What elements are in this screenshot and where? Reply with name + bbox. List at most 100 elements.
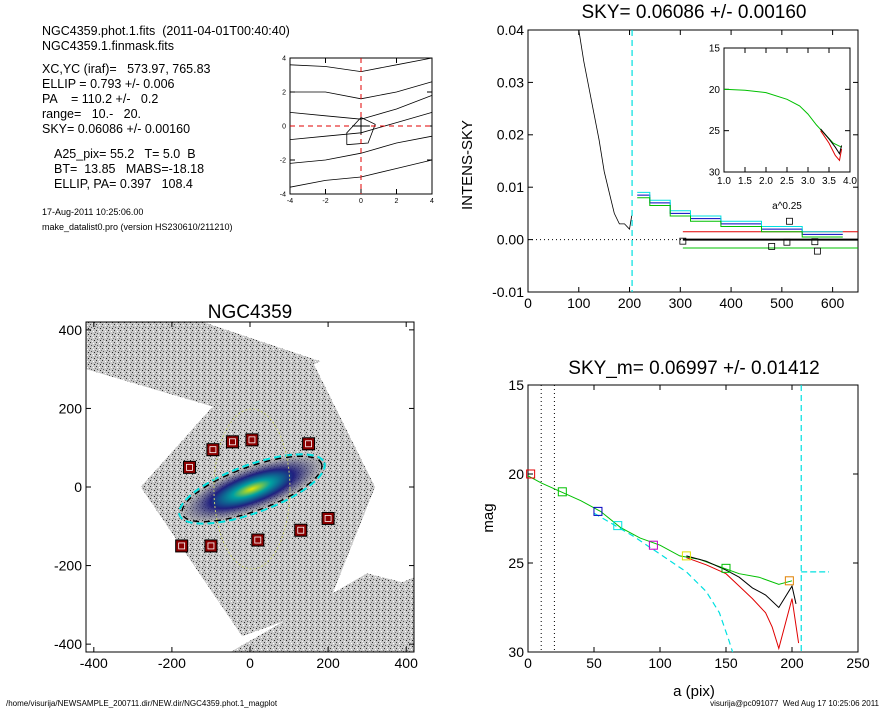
mask-box: [175, 539, 189, 553]
image-ytick-label: -400: [54, 636, 82, 652]
mag-square-marker: [648, 540, 658, 550]
inset-xtick-label: 1.0: [717, 176, 731, 187]
mag-xtick-label: 100: [648, 655, 672, 671]
mask-box-inner: [186, 463, 193, 471]
sky-square-marker: [811, 238, 819, 246]
sky-xtick-label: 500: [770, 295, 794, 311]
mag-frame: [527, 384, 859, 653]
sky-xtick-label: 300: [669, 295, 693, 311]
mask-box-inner: [178, 542, 186, 550]
centroid-ytick-label: 0: [282, 123, 286, 130]
mag-xtick-label: 150: [714, 655, 738, 671]
inset-xtick-label: 1.5: [738, 176, 752, 187]
sky-profile-line: [578, 29, 633, 230]
sky-ytick-label: 0.00: [497, 232, 524, 248]
sky-ytick-label: 0.01: [497, 179, 524, 195]
image-xtick-label: 0: [246, 655, 254, 671]
mask-box-inner: [297, 526, 305, 534]
centroid-plot: -4 -2 0 2 4 -4 -2 0 2 4: [280, 55, 434, 205]
header-sky: SKY= 0.06086 +/- 0.00160: [42, 122, 191, 136]
sky-xtick-label: 400: [719, 295, 743, 311]
header-range: range= 10.- 20.: [42, 107, 142, 121]
sky-frame: [527, 29, 859, 293]
mag-ytick-label: 15: [508, 377, 524, 393]
sky-ytick-label: 0.04: [497, 22, 524, 38]
contour-line: [289, 135, 433, 164]
centroid-ytick-label: -4: [280, 191, 286, 198]
inset-background: [724, 48, 850, 172]
sky-square-marker: [679, 237, 687, 245]
image-xtick-label: -200: [158, 655, 186, 671]
mag-plot-title: SKY_m= 0.06997 +/- 0.01412: [568, 358, 819, 379]
centroid-xtick-label: -4: [287, 198, 293, 205]
inset-xtick-label: 3.0: [801, 176, 815, 187]
mask-box-inner: [305, 440, 312, 448]
header-version: make_datalist0.pro (version HS230610/211…: [42, 222, 233, 232]
mag-series-line: [527, 475, 793, 585]
centroid-ytick-label: -2: [280, 157, 286, 164]
inset-xtick-label: 4.0: [843, 176, 857, 187]
galaxy-aperture: [213, 408, 291, 570]
mask-box: [225, 435, 239, 449]
sky-ytick-label: -0.01: [492, 284, 524, 300]
mag-square-marker: [784, 576, 794, 586]
header-bt: BT= 13.85 MABS=-18.18: [54, 162, 205, 176]
mask-box-inner: [207, 542, 215, 550]
mag-plot-xlabel: a (pix): [673, 683, 715, 700]
sky-plot-ylabel: INTENS-SKY: [459, 120, 476, 210]
mask-box: [294, 523, 308, 537]
header-date: 17-Aug-2011 10:25:06.00: [42, 207, 144, 217]
header-a25: A25_pix= 55.2 T= 5.0 B: [54, 147, 196, 161]
mag-ytick-label: 20: [508, 466, 524, 482]
inset-xtick-label: 2.0: [759, 176, 773, 187]
mag-series-line: [686, 555, 797, 609]
mask-box: [204, 539, 218, 553]
inset-series-line: [820, 128, 843, 156]
sky-plot: 0 100 200 300 400 500 600 -0.01 0.00 0.01 0.02 0.03…: [492, 22, 859, 311]
inset-plot: 1.0 1.5 2.0 2.5 3.0 3.5 4.0 15 20 25 30: [709, 44, 858, 188]
mask-box: [245, 433, 259, 447]
galaxy-body: [176, 453, 328, 525]
mag-xtick-label: 0: [524, 655, 532, 671]
mask-box-inner: [254, 536, 262, 544]
footer-user: visurija@pc091077 Wed Aug 17 10:25:06 20…: [710, 699, 879, 708]
mask-box-inner: [324, 515, 332, 522]
inset-ytick-label: 15: [709, 44, 721, 55]
mag-xtick-label: 200: [780, 655, 804, 671]
inset-ytick-label: 25: [709, 126, 721, 137]
sky-ytick-label: 0.03: [497, 74, 524, 90]
centroid-xtick-label: 2: [395, 198, 399, 205]
sky-xtick-label: 600: [821, 295, 845, 311]
mag-xtick-label: 50: [586, 655, 602, 671]
mag-square-marker: [557, 487, 567, 497]
sky-series-line: [637, 191, 843, 233]
header-maskname: NGC4359.1.finmask.fits: [42, 39, 174, 53]
mask-box: [206, 443, 220, 457]
image-xtick-label: -400: [80, 655, 108, 671]
sky-xtick-label: 0: [524, 295, 532, 311]
inset-ytick-label: 30: [709, 168, 721, 179]
sky-square-marker: [786, 217, 793, 225]
sky-square-marker: [768, 243, 776, 250]
image-ytick-label: 200: [59, 400, 83, 416]
inset-series-line: [820, 130, 843, 162]
mag-square-marker: [526, 469, 536, 479]
header-filename: NGC4359.phot.1.fits (2011-04-01T00:40:40…: [42, 24, 290, 38]
sky-xtick-label: 100: [567, 295, 591, 311]
image-ytick-label: 400: [59, 322, 83, 338]
sky-square-marker: [813, 247, 821, 255]
image-xtick-label: 400: [395, 655, 419, 671]
galaxy-ellipse-outer: [178, 453, 326, 525]
image-strip-bottom: [230, 573, 414, 652]
image-ytick-label: 0: [74, 479, 82, 495]
mask-box-inner: [209, 446, 217, 454]
header-ellip: ELLIP = 0.793 +/- 0.006: [42, 77, 175, 91]
mag-plot-ylabel: mag: [480, 503, 497, 532]
inset-xtick-label: 3.5: [822, 176, 836, 187]
galaxy-ellipse-inner: [181, 455, 323, 523]
header-pa: PA = 110.2 +/- 0.2: [42, 92, 159, 106]
sky-xtick-label: 200: [618, 295, 642, 311]
mask-box-inner: [248, 436, 256, 444]
centroid-xtick-label: 4: [430, 198, 434, 205]
